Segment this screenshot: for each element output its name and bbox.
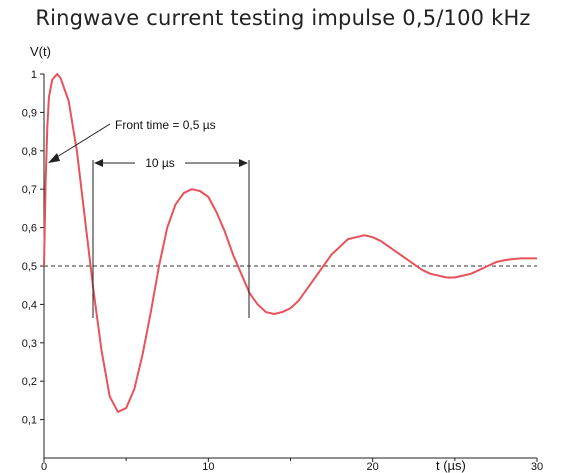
y-tick-label: 0,8 [22,146,37,158]
x-tick-label: 20 [367,461,379,473]
y-tick-label: 0,3 [22,338,37,350]
front-time-arrowhead [48,153,60,163]
x-axis-label: t (µs) [436,458,466,473]
y-tick-label: 0,1 [22,415,37,427]
y-tick-label: 0,2 [22,376,37,388]
y-tick-label: 0,4 [22,299,37,311]
y-tick-label: 1 [31,69,37,81]
y-tick-label: 0,7 [22,184,37,196]
y-axis-label: V(t) [30,44,51,59]
front-time-label: Front time = 0,5 µs [115,118,216,132]
front-time-leader [52,124,110,160]
x-tick-label: 0 [41,461,47,473]
period-arrowhead-left [94,159,103,167]
y-tick-label: 0,9 [22,107,37,119]
period-label: 10 µs [145,156,175,170]
y-tick-label: 0,6 [22,223,37,235]
x-tick-label: 10 [202,461,214,473]
period-arrowhead-right [239,159,248,167]
y-tick-label: 0,5 [22,261,37,273]
x-tick-label: 30 [531,461,543,473]
